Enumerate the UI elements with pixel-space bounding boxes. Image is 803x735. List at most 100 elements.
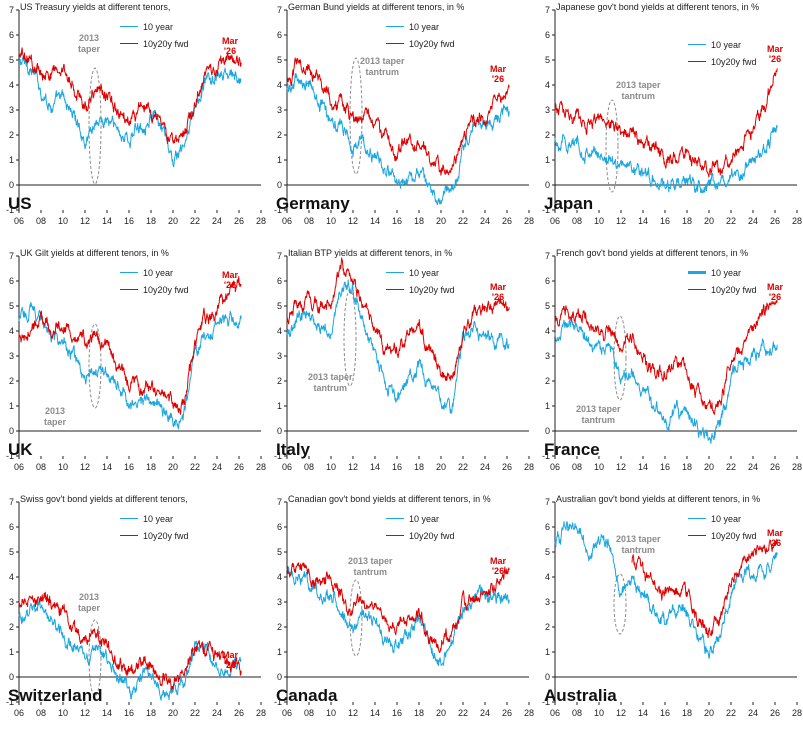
x-tick-label: 10 [326, 708, 336, 718]
y-tick-label: 3 [545, 351, 550, 361]
y-tick-label: 4 [545, 80, 550, 90]
x-tick-label: 16 [392, 216, 402, 226]
legend-label: 10y20y fwd [143, 38, 189, 49]
x-tick-label: 22 [458, 708, 468, 718]
legend-label: 10y20y fwd [711, 530, 757, 541]
latest-date-annotation: Mar '26 [490, 282, 507, 302]
x-tick-label: 12 [616, 462, 626, 472]
chart-title: Canadian gov't bond yields at different … [288, 494, 491, 504]
y-tick-label: 3 [277, 105, 282, 115]
y-tick-label: 2 [545, 622, 550, 632]
chart-title: Italian BTP yields at different tenors, … [288, 248, 453, 258]
x-tick-label: 08 [572, 708, 582, 718]
legend-item: 10y20y fwd [120, 281, 189, 298]
x-tick-label: 18 [682, 462, 692, 472]
chart-panel-japan: 7 6 5 4 3 2 1 0 -1 06 08 10 12 14 16 18 20 22 24 26 28 Japane… [536, 0, 802, 243]
x-tick-label: 20 [168, 216, 178, 226]
x-tick-label: 16 [124, 708, 134, 718]
y-tick-label: -1 [542, 205, 550, 215]
taper-label: 2013 taper [78, 592, 101, 613]
x-tick-label: 24 [212, 462, 222, 472]
x-tick-label: 12 [80, 462, 90, 472]
y-tick-label: 3 [9, 105, 14, 115]
x-tick-label: 26 [770, 216, 780, 226]
y-tick-label: 1 [545, 155, 550, 165]
chart-panel-switzerland: 7 6 5 4 3 2 1 0 -1 06 08 10 12 14 16 18 20 22 24 26 28 Swiss … [0, 492, 266, 735]
legend: 10 year 10y20y fwd [688, 36, 757, 70]
x-tick-label: 24 [212, 216, 222, 226]
y-tick-label: 4 [277, 572, 282, 582]
y-tick-label: 5 [9, 55, 14, 65]
y-tick-label: 5 [545, 301, 550, 311]
y-tick-label: 4 [9, 326, 14, 336]
y-tick-label: 6 [9, 30, 14, 40]
y-tick-label: 0 [9, 180, 14, 190]
legend: 10 year 10y20y fwd [688, 510, 757, 544]
y-tick-label: 3 [545, 105, 550, 115]
y-tick-label: 5 [545, 55, 550, 65]
legend-swatch [688, 535, 706, 536]
legend-label: 10 year [143, 513, 174, 524]
legend-label: 10y20y fwd [143, 284, 189, 295]
legend-swatch [688, 61, 706, 62]
x-tick-label: 16 [124, 216, 134, 226]
x-tick-label: 06 [282, 708, 292, 718]
y-tick-label: 6 [277, 522, 282, 532]
chart-panel-australia: 7 6 5 4 3 2 1 0 -1 06 08 10 12 14 16 18 20 22 24 26 28 Austra… [536, 492, 802, 735]
x-tick-label: 24 [480, 216, 490, 226]
legend-swatch [386, 518, 404, 519]
taper-label: 2013 taper tantrum [348, 556, 393, 577]
chart-title: US Treasury yields at different tenors, [20, 2, 171, 12]
legend: 10 year 10y20y fwd [688, 264, 757, 298]
x-tick-label: 14 [102, 708, 112, 718]
taper-ellipse [88, 323, 102, 409]
taper-ellipse [605, 99, 619, 193]
x-tick-label: 10 [58, 708, 68, 718]
country-label: Switzerland [8, 686, 103, 705]
x-tick-label: 12 [80, 216, 90, 226]
series-line-10-year [554, 521, 778, 659]
x-tick-label: 26 [502, 216, 512, 226]
country-label: Canada [276, 686, 338, 705]
legend-swatch [688, 271, 706, 274]
x-tick-label: 20 [436, 708, 446, 718]
legend-swatch [386, 26, 404, 27]
legend-item: 10y20y fwd [688, 281, 757, 298]
series-line-10-year [18, 55, 242, 168]
legend: 10 year 10y20y fwd [386, 18, 455, 52]
legend-swatch [386, 289, 404, 290]
legend-swatch [120, 289, 138, 290]
x-tick-label: 20 [436, 462, 446, 472]
x-tick-label: 26 [770, 708, 780, 718]
legend-item: 10y20y fwd [688, 527, 757, 544]
country-label: Australia [544, 686, 617, 705]
y-tick-label: 7 [9, 497, 14, 507]
x-tick-label: 22 [190, 216, 200, 226]
x-tick-label: 28 [256, 216, 266, 226]
legend-item: 10 year [386, 264, 455, 281]
y-tick-label: 5 [277, 55, 282, 65]
x-tick-label: 08 [36, 708, 46, 718]
x-tick-label: 16 [660, 708, 670, 718]
series-line-10y20y-fwd [554, 68, 778, 178]
chart-panel-canada: 7 6 5 4 3 2 1 0 -1 06 08 10 12 14 16 18 20 22 24 26 28 Canadi… [268, 492, 534, 735]
series-line-10y20y-fwd [18, 47, 242, 145]
x-tick-label: 18 [146, 708, 156, 718]
x-tick-label: 06 [550, 708, 560, 718]
legend-label: 10y20y fwd [143, 530, 189, 541]
legend: 10 year 10y20y fwd [386, 510, 455, 544]
series-line-10y20y-fwd [631, 538, 778, 639]
y-tick-label: 7 [9, 251, 14, 261]
y-tick-label: 4 [277, 326, 282, 336]
y-tick-label: 0 [545, 426, 550, 436]
x-tick-label: 08 [304, 708, 314, 718]
y-tick-label: 5 [9, 547, 14, 557]
legend-item: 10y20y fwd [386, 35, 455, 52]
chart-title: German Bund yields at different tenors, … [288, 2, 465, 12]
country-label: Germany [276, 194, 350, 213]
x-tick-label: 06 [14, 462, 24, 472]
x-tick-label: 10 [594, 708, 604, 718]
series-line-10-year [554, 124, 778, 194]
